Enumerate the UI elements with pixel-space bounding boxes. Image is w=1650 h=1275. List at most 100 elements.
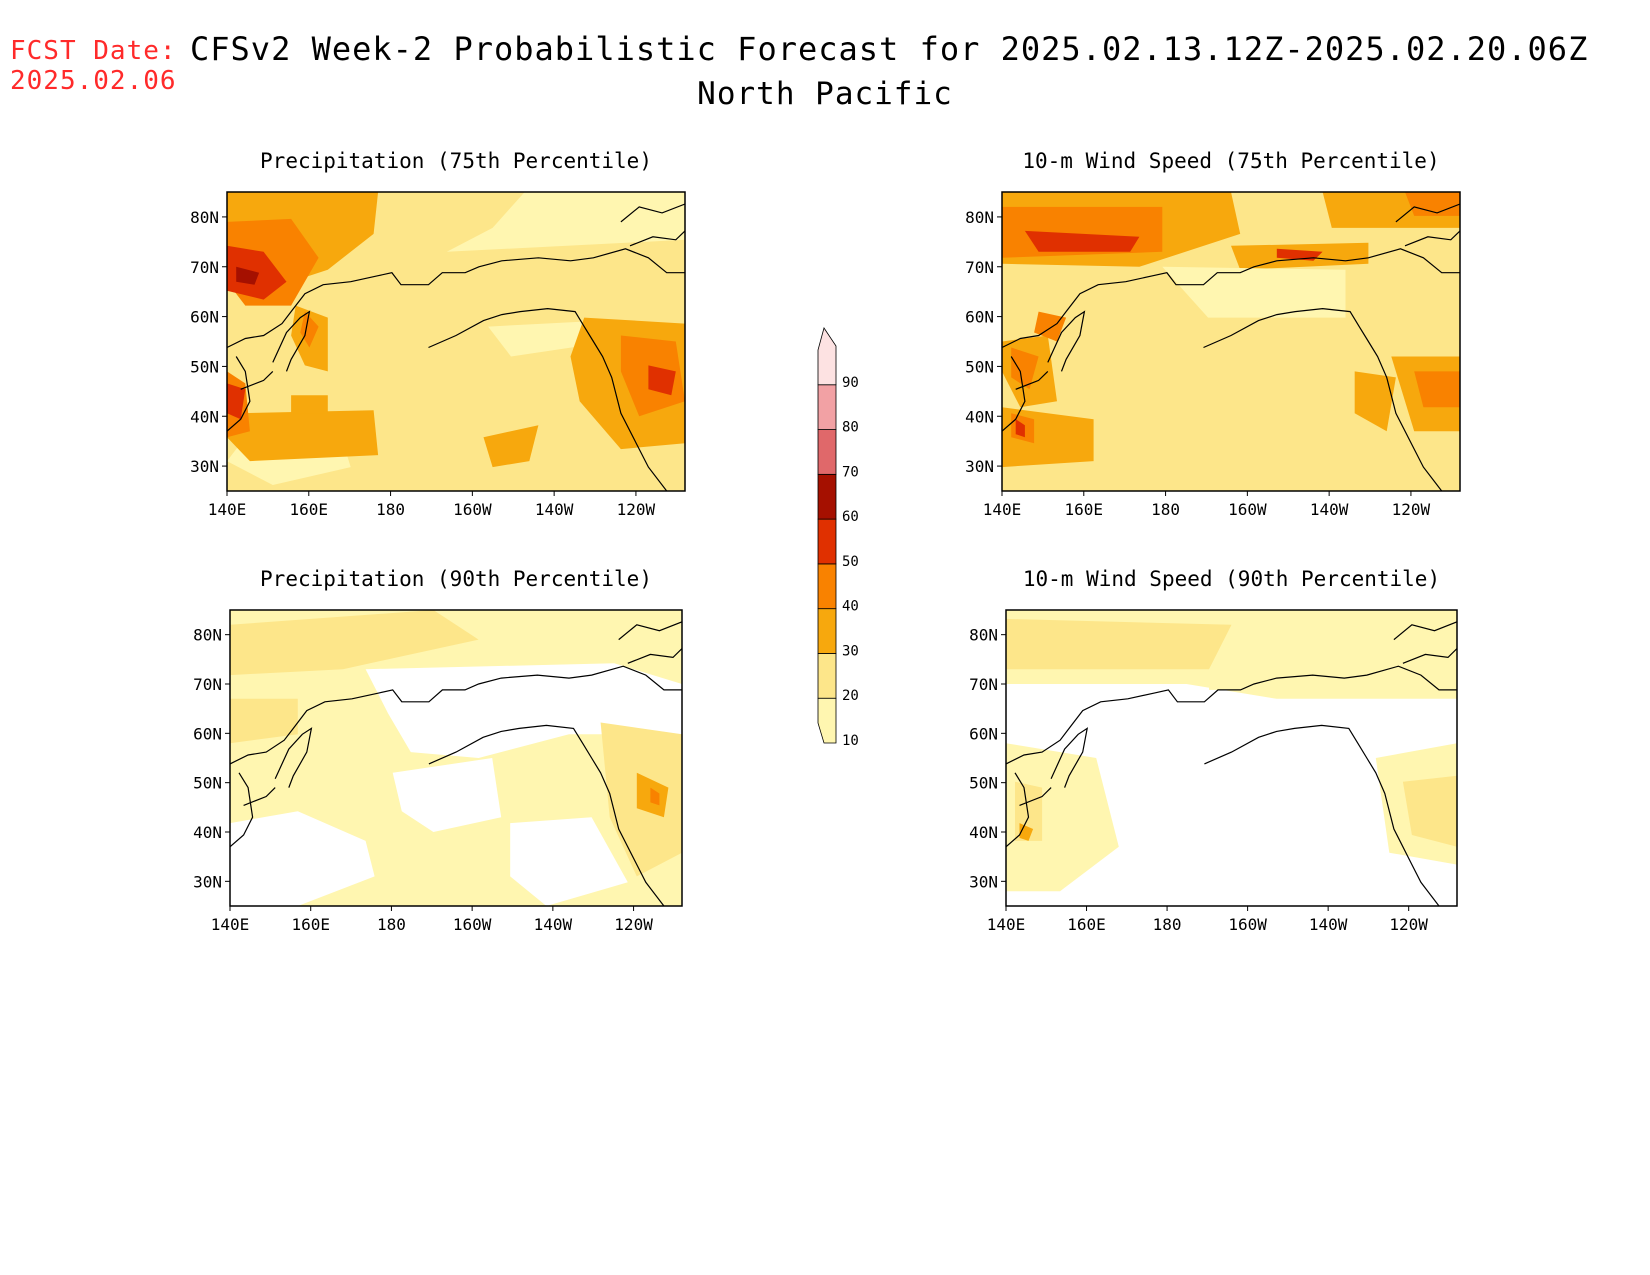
- panel-title: 10-m Wind Speed (90th Percentile): [1023, 567, 1440, 591]
- coastline: [243, 787, 276, 806]
- lon-tick-label: 160E: [291, 915, 330, 934]
- lon-tick-label: 140E: [987, 915, 1026, 934]
- colorbar-swatch: [817, 608, 837, 654]
- lat-tick-label: 80N: [190, 208, 219, 227]
- lon-tick-label: 140W: [534, 915, 573, 934]
- shaded-region: [483, 425, 539, 468]
- colorbar-level-label: 40: [842, 599, 859, 615]
- coastline: [230, 772, 254, 848]
- lat-tick-label: 70N: [193, 675, 222, 694]
- colorbar-swatch: [817, 429, 837, 475]
- lon-tick-label: 160W: [1228, 500, 1267, 519]
- coastline: [428, 307, 668, 491]
- lat-tick-label: 60N: [965, 308, 994, 327]
- colorbar-swatch: [817, 697, 837, 744]
- colorbar-swatch: [817, 384, 837, 430]
- colorbar-swatch: [817, 653, 837, 699]
- coastline: [620, 203, 685, 223]
- lat-tick-label: 50N: [969, 774, 998, 793]
- coastline: [227, 248, 685, 349]
- lon-tick-label: 160W: [453, 500, 492, 519]
- shaded-region: [1034, 311, 1067, 342]
- coastline: [274, 727, 313, 788]
- shaded-region: [392, 758, 502, 832]
- coastline: [272, 310, 311, 372]
- colorbar-level-label: 70: [842, 464, 859, 480]
- lon-tick-label: 140W: [535, 500, 574, 519]
- coastline: [1002, 356, 1026, 432]
- lat-tick-label: 80N: [969, 626, 998, 645]
- shaded-region: [1024, 230, 1140, 252]
- shaded-region: [230, 698, 298, 744]
- lat-tick-label: 70N: [969, 675, 998, 694]
- lat-tick-label: 70N: [190, 258, 219, 277]
- lat-tick-label: 80N: [965, 208, 994, 227]
- lat-tick-label: 40N: [193, 823, 222, 842]
- shaded-region: [1006, 743, 1119, 892]
- map-panel-precip90: Precipitation (90th Percentile) 140E 160E 1…: [193, 567, 683, 934]
- lon-tick-label: 160E: [290, 500, 329, 519]
- coastline: [1395, 203, 1460, 223]
- lat-tick-label: 30N: [969, 872, 998, 891]
- lon-tick-label: 140E: [983, 500, 1022, 519]
- lon-tick-label: 180: [1153, 915, 1182, 934]
- coastline: [1204, 724, 1440, 906]
- colorbar: 10 20 30 40 50 60 70 80 90: [817, 327, 859, 749]
- shaded-region: [1015, 419, 1025, 438]
- shaded-region: [227, 383, 246, 420]
- shaded-region: [510, 817, 628, 906]
- colorbar-swatch: [817, 563, 837, 610]
- map-panel-wind75: 10-m Wind Speed (75th Percentile) 140E 160…: [965, 149, 1461, 519]
- lat-tick-label: 70N: [965, 258, 994, 277]
- colorbar-level-label: 30: [842, 643, 859, 659]
- lat-tick-label: 50N: [965, 357, 994, 376]
- figure-title: CFSv2 Week-2 Probabilistic Forecast for …: [190, 30, 1589, 68]
- shaded-region: [1402, 775, 1457, 847]
- map-panel-wind90: 10-m Wind Speed (90th Percentile) 140E 160…: [969, 567, 1458, 934]
- coastline: [1402, 648, 1457, 664]
- coastline: [1002, 248, 1460, 349]
- lat-tick-label: 50N: [190, 357, 219, 376]
- fcst-date-value: 2025.02.06: [10, 66, 177, 96]
- shaded-region: [230, 610, 479, 676]
- shaded-region: [1162, 266, 1346, 318]
- lon-tick-label: 140W: [1310, 500, 1349, 519]
- shaded-region: [230, 811, 375, 906]
- lat-tick-label: 40N: [969, 823, 998, 842]
- colorbar-swatch: [817, 473, 837, 520]
- colorbar-level-label: 90: [842, 375, 859, 391]
- lon-tick-label: 180: [377, 915, 406, 934]
- lat-tick-label: 60N: [190, 308, 219, 327]
- lon-tick-label: 160W: [1228, 915, 1267, 934]
- colorbar-level-label: 20: [842, 688, 859, 704]
- lon-tick-label: 160W: [453, 915, 492, 934]
- shaded-region: [650, 787, 660, 806]
- shaded-region: [300, 311, 319, 348]
- colorbar-level-label: 60: [842, 509, 859, 525]
- panel-title: 10-m Wind Speed (75th Percentile): [1022, 149, 1439, 173]
- coastline: [1050, 727, 1089, 788]
- shaded-region: [291, 395, 328, 414]
- lon-tick-label: 120W: [614, 915, 653, 934]
- map-panel-precip75: Precipitation (75th Percentile) 140E 160E 1…: [190, 149, 686, 519]
- lat-tick-label: 50N: [193, 774, 222, 793]
- shaded-region: [1011, 347, 1039, 390]
- lon-tick-label: 120W: [617, 500, 656, 519]
- lat-tick-label: 30N: [190, 457, 219, 476]
- lon-tick-label: 120W: [1392, 500, 1431, 519]
- shaded-region: [1006, 618, 1232, 670]
- panel-frame: [226, 191, 686, 492]
- panel-title: Precipitation (75th Percentile): [260, 149, 652, 173]
- lat-tick-label: 60N: [193, 724, 222, 743]
- fcst-date-caption: FCST Date:: [10, 36, 177, 66]
- lon-tick-label: 140E: [211, 915, 250, 934]
- coastline: [1006, 665, 1457, 765]
- lon-tick-label: 160E: [1067, 915, 1106, 934]
- coastline: [1203, 307, 1443, 491]
- lat-tick-label: 40N: [965, 407, 994, 426]
- coastline: [618, 621, 682, 641]
- coastline: [1047, 310, 1086, 372]
- lat-tick-label: 30N: [965, 457, 994, 476]
- lat-tick-label: 60N: [969, 724, 998, 743]
- coastline: [1393, 621, 1457, 641]
